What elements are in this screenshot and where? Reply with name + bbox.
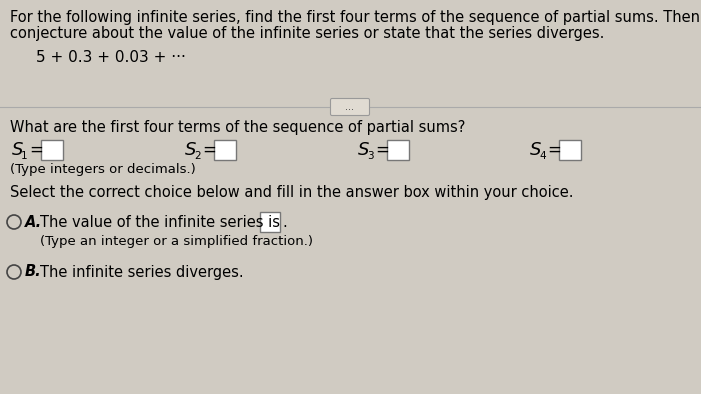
Text: =: = (547, 141, 561, 159)
Text: S: S (185, 141, 196, 159)
Text: 5 + 0.3 + 0.03 + ···: 5 + 0.3 + 0.03 + ··· (36, 50, 186, 65)
FancyBboxPatch shape (214, 140, 236, 160)
Text: =: = (375, 141, 389, 159)
Text: ...: ... (346, 102, 355, 112)
Text: =: = (29, 141, 43, 159)
Text: conjecture about the value of the infinite series or state that the series diver: conjecture about the value of the infini… (10, 26, 604, 41)
FancyBboxPatch shape (330, 98, 369, 115)
Text: (Type an integer or a simplified fraction.): (Type an integer or a simplified fractio… (40, 235, 313, 248)
FancyBboxPatch shape (41, 140, 63, 160)
FancyBboxPatch shape (387, 140, 409, 160)
FancyBboxPatch shape (559, 140, 581, 160)
FancyBboxPatch shape (260, 212, 280, 232)
Text: =: = (202, 141, 216, 159)
Text: B.: B. (25, 264, 41, 279)
Text: S: S (12, 141, 23, 159)
Text: For the following infinite series, find the first four terms of the sequence of : For the following infinite series, find … (10, 10, 701, 25)
Text: 4: 4 (539, 151, 545, 161)
Text: S: S (358, 141, 369, 159)
Text: Select the correct choice below and fill in the answer box within your choice.: Select the correct choice below and fill… (10, 185, 573, 200)
Text: 3: 3 (367, 151, 374, 161)
Text: (Type integers or decimals.): (Type integers or decimals.) (10, 163, 196, 176)
Text: The value of the infinite series is: The value of the infinite series is (40, 214, 280, 229)
Text: 1: 1 (21, 151, 27, 161)
Text: S: S (530, 141, 541, 159)
Text: 2: 2 (194, 151, 200, 161)
Text: The infinite series diverges.: The infinite series diverges. (40, 264, 244, 279)
Text: What are the first four terms of the sequence of partial sums?: What are the first four terms of the seq… (10, 120, 465, 135)
Text: A.: A. (25, 214, 42, 229)
Text: .: . (282, 214, 287, 229)
